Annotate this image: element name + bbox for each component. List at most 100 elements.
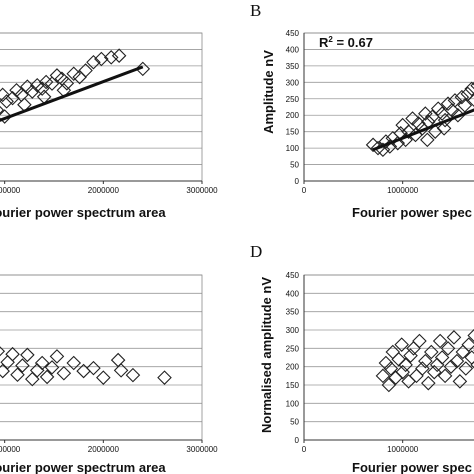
panel-d-data-point <box>458 361 474 376</box>
panel-d-data-point <box>418 353 433 369</box>
panel-d-y-tick-label: 300 <box>286 326 300 335</box>
panel-a-trendline <box>0 65 144 122</box>
panel-b-y-tick-label: 350 <box>286 62 300 71</box>
panel-a-data-point <box>135 61 151 77</box>
panel-b-y-tick-label: 400 <box>286 45 300 54</box>
panel-d-y-tick-label: 350 <box>286 308 300 317</box>
panel-b-data-point <box>440 96 456 111</box>
panel-a-data-point <box>44 76 60 91</box>
panel-d-data-point <box>383 361 399 376</box>
panel-c-data-point <box>34 355 50 371</box>
panel-d-data-point <box>391 352 406 367</box>
panel-d-data-point <box>398 357 413 373</box>
panel-d-data-point <box>375 368 391 384</box>
panel-c-data-point <box>25 371 40 387</box>
panel-b-y-tick-label: 450 <box>286 29 300 38</box>
panel-b-data-point <box>420 132 435 148</box>
panel-b-x-axis-title: Fourier power spec <box>352 205 472 220</box>
panel-b-data-point <box>447 93 463 108</box>
panel-b-data-point <box>418 106 433 121</box>
panel-a-data-point <box>86 54 101 70</box>
panel-b-data-point <box>437 112 453 128</box>
panel-c-x-tick-label: 2000000 <box>88 445 120 454</box>
panel-b-data-point <box>436 121 452 136</box>
panel-d-data-point <box>446 330 462 345</box>
panel-d-x-tick-label: 0 <box>302 445 307 454</box>
panel-a-data-point <box>111 48 127 63</box>
panel-a-data-point <box>38 74 54 90</box>
panel-d-y-tick-label: 100 <box>286 399 300 408</box>
panel-b-x-tick-label: 0 <box>302 186 307 195</box>
panel-c-data-point <box>44 360 60 375</box>
panel-a-plot-border <box>0 32 203 182</box>
panel-c-data-point <box>10 367 25 383</box>
panel-d-y-tick-label: 250 <box>286 344 300 353</box>
panel-c-data-point <box>66 355 82 371</box>
panel-b-y-tick-label: 150 <box>286 128 300 137</box>
panel-d-y-tick-label: 400 <box>286 289 300 298</box>
panel-d-data-point <box>452 374 468 389</box>
panel-c-points <box>0 346 172 387</box>
panel-c-data-point <box>56 365 72 381</box>
panels: 1000000 2000000 3000000 0 1000000 0 50 100 150 20… <box>0 29 474 454</box>
panel-d-data-point <box>467 328 474 343</box>
panel-d-data-point <box>381 377 397 393</box>
panel-d-data-point <box>432 333 448 349</box>
panel-d-data-point <box>449 353 465 369</box>
panel-d-data-point <box>470 361 474 369</box>
panel-a-data-point <box>0 105 5 115</box>
panel-a-chart: 1000000 2000000 3000000 <box>0 32 218 195</box>
panel-d-data-point <box>443 359 459 374</box>
panel-d-y-tick-label: 200 <box>286 363 300 372</box>
panel-a-data-point <box>0 87 10 103</box>
panel-b-data-point <box>470 81 474 90</box>
panel-c-data-point <box>113 363 129 378</box>
panel-b-y-axis-title: Amplitude nV <box>261 50 276 134</box>
panel-b-chart: 0 1000000 0 50 100 150 200 250 300 350 400 450 <box>286 29 474 195</box>
panel-b-trendline <box>372 108 474 152</box>
panel-d-data-point <box>437 368 453 384</box>
panel-c-data-point <box>110 352 126 368</box>
panel-d-data-point <box>388 370 404 385</box>
panel-a-data-point <box>59 76 75 91</box>
panel-d-data-point <box>394 337 409 352</box>
panel-b-y-tick-label: 200 <box>286 111 300 120</box>
panel-b-y-tick-label: 250 <box>286 95 300 104</box>
panel-a-data-point <box>0 109 12 124</box>
panel-b-data-point <box>427 124 443 139</box>
panel-c-data-point <box>39 369 55 385</box>
panel-d-data-point <box>461 337 474 352</box>
panel-d-y-tick-label: 450 <box>286 271 300 280</box>
panel-a-data-point <box>0 94 14 109</box>
panel-b-x-tick-label: 1000000 <box>387 186 419 195</box>
panel-b-y-tick-label: 0 <box>295 177 300 186</box>
panel-d-data-point <box>409 368 424 384</box>
panel-b-y-tick-label: 300 <box>286 78 300 87</box>
panel-d-y-tick-label: 150 <box>286 381 300 390</box>
panel-d-y-tick-label: 0 <box>295 436 300 445</box>
panel-d-x-axis-title: Fourier power spec <box>352 460 472 474</box>
panel-a-data-point <box>78 63 93 78</box>
panel-letter-b: B <box>250 1 261 20</box>
panel-d-chart: 0 1000000 0 50 100 150 200 250 300 350 400 450 <box>286 271 474 454</box>
panel-c-data-point <box>86 360 101 376</box>
panel-c-data-point <box>5 346 20 362</box>
panel-b-data-point <box>401 124 416 139</box>
panel-d-data-point <box>424 344 439 360</box>
panel-c-chart: 1000000 2000000 3000000 <box>0 274 218 454</box>
panel-b-y-tick-label: 50 <box>290 161 299 170</box>
panel-b-data-point <box>405 111 420 126</box>
panel-c-data-point <box>49 349 65 364</box>
panel-b-data-point <box>444 103 460 118</box>
panel-d-data-point <box>412 333 427 349</box>
panel-d-points <box>375 328 474 393</box>
panel-c-data-point <box>15 358 30 373</box>
panel-a-points <box>0 48 151 124</box>
panel-a-x-tick-label: 3000000 <box>186 186 218 195</box>
panel-c-data-point <box>125 367 141 383</box>
panel-c-data-point <box>157 370 172 385</box>
panel-b-data-point <box>467 93 474 108</box>
panel-c-plot-border <box>0 274 203 441</box>
panel-letter-d: D <box>250 242 262 261</box>
